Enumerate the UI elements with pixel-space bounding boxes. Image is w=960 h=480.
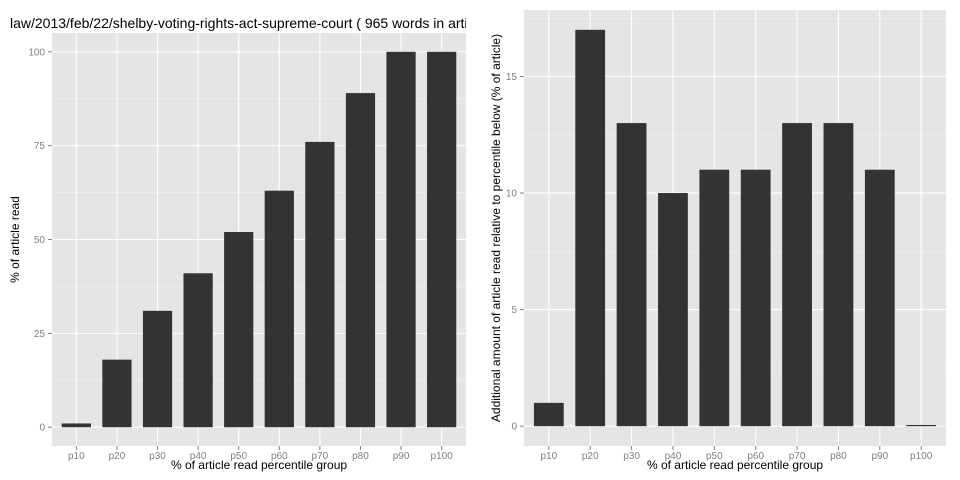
right-chart-additional-read: 0 5 10 15 p10 p20 p30 p40 p50 p60 p70 p80 p90 p100 % o… [489,10,946,472]
bar-p70 [782,123,812,427]
bar-p10 [533,402,564,427]
bar-p50 [224,231,254,428]
x-tick-label: p30 [149,451,166,462]
y-tick-label: 0 [511,422,517,433]
x-tick-label: p70 [789,451,806,462]
x-axis-title: % of article read percentile group [647,458,823,472]
x-tick-label: p30 [623,451,640,462]
bar-p90 [864,169,895,427]
x-tick-label: p50 [706,451,723,462]
x-tick-label: p90 [871,451,888,462]
bar-p20 [575,29,606,427]
bar-p60 [740,169,771,427]
x-tick-label: p60 [747,451,764,462]
bar-p80 [345,93,376,428]
y-tick-label: 5 [511,305,517,316]
y-axis-title: Additional amount of article read relati… [489,34,503,422]
bar-p30 [142,310,173,428]
bar-p20 [102,359,132,428]
bar-p40 [658,193,688,427]
bar-p40 [183,273,213,428]
bar-p50 [699,169,730,427]
x-axis-title: % of article read percentile group [171,458,347,472]
x-tick-label: p20 [109,451,126,462]
x-tick-label: p80 [352,451,369,462]
bar-p30 [616,123,647,427]
x-tick-label: p10 [68,451,85,462]
bar-p80 [823,123,854,427]
left-chart-percent-read: 0 25 50 75 100 p10 p20 p30 p40 p50 p60 p70 p80 p90 p10… [8,15,468,472]
y-tick-label: 10 [506,189,518,200]
y-tick-label: 50 [34,235,46,246]
x-tick-label: p20 [582,451,599,462]
x-tick-label: p10 [540,451,557,462]
x-tick-label: p100 [431,451,454,462]
y-axis-title: % of article read [8,196,22,283]
x-tick-label: p60 [271,451,288,462]
bar-p70 [305,141,335,428]
x-tick-label: p40 [190,451,207,462]
y-tick-label: 0 [39,423,45,434]
x-tick-label: p40 [665,451,682,462]
y-tick-label: 100 [28,47,45,58]
bar-p100 [427,51,457,428]
y-tick-label: 25 [34,329,46,340]
x-tick-label: p50 [230,451,247,462]
bar-p90 [386,51,416,428]
x-tick-label: p80 [830,451,847,462]
bar-p10 [61,423,91,428]
y-tick-label: 15 [506,72,518,83]
y-tick-label: 75 [34,141,46,152]
x-tick-label: p90 [393,451,410,462]
x-tick-label: p100 [910,451,933,462]
chart-title: law/2013/feb/22/shelby-voting-rights-act… [10,15,468,31]
bar-p100 [906,424,937,427]
bar-p60 [264,190,294,428]
x-tick-label: p70 [312,451,329,462]
